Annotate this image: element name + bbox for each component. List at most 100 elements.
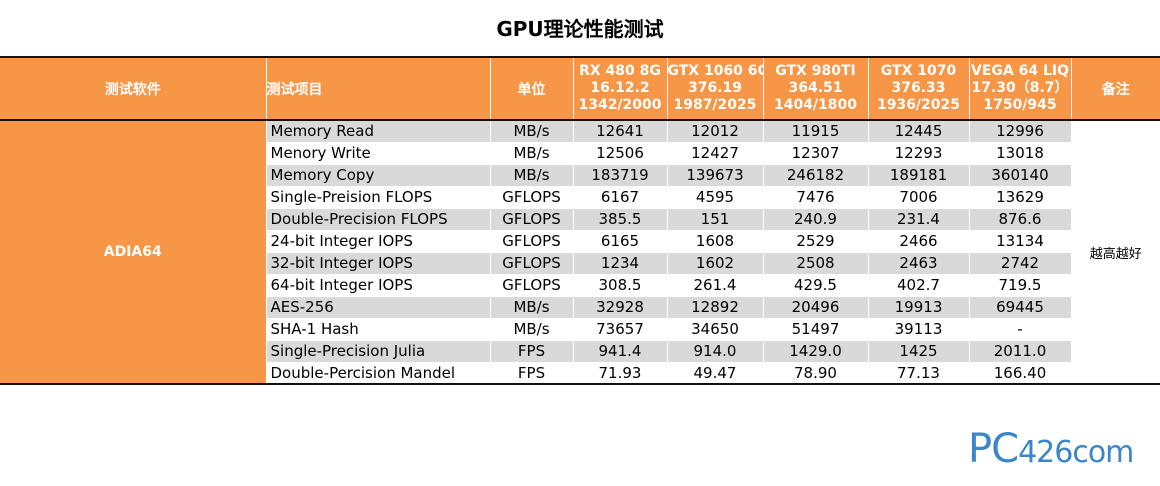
logo-suffix: com [1072,435,1134,470]
value-cell: 12445 [867,120,969,143]
value-cell: 240.9 [762,208,868,231]
test-item-cell: Double-Percision Mandel [265,362,490,385]
header-software: 测试软件 [0,58,266,120]
value-cell: 2529 [762,230,868,253]
header-gpu-gtx1070: GTX 1070 376.33 1936/2025 [867,58,969,120]
unit-cell: FPS [489,340,573,363]
logo-letter-c: C [991,426,1019,472]
value-cell: 49.47 [666,362,763,385]
value-cell: 1234 [572,252,667,275]
value-cell: 6167 [572,186,667,209]
table-row: Single-Preision FLOPS GFLOPS 6167 4595 7476 7… [0,186,1160,209]
gpu-name: GTX 980TI [775,63,856,79]
gpu-name: GTX 1060 6G [667,63,763,79]
test-item-cell: Memory Read [265,120,490,143]
test-item-cell: Memory Copy [265,164,490,187]
value-cell: 1602 [666,252,763,275]
value-cell: 2466 [867,230,969,253]
value-cell: 13134 [968,230,1071,253]
table-row: SHA-1 Hash MB/s 73657 34650 51497 39113- [0,318,1160,341]
value-cell: 151 [666,208,763,231]
header-note: 备注 [1070,58,1160,120]
gpu-clock: 1936/2025 [876,97,961,113]
table-row: 24-bit Integer IOPS GFLOPS 6165 1608 2529 246… [0,230,1160,253]
value-cell: 12996 [968,120,1071,143]
value-cell: 77.13 [867,362,969,385]
gpu-clock: 1750/945 [983,97,1057,113]
value-cell: 11915 [762,120,868,143]
header-gpu-vega64: VEGA 64 LIQ 17.30（8.7） 1750/945 [968,58,1071,120]
value-cell: 183719 [572,164,667,187]
value-cell: 12641 [572,120,667,143]
value-cell: 13629 [968,186,1071,209]
value-cell: 1608 [666,230,763,253]
value-cell: 719.5 [968,274,1071,297]
value-cell: 385.5 [572,208,667,231]
value-cell: 914.0 [666,340,763,363]
value-cell: 73657 [572,318,667,341]
unit-cell: GFLOPS [489,274,573,297]
header-gpu-gtx1060: GTX 1060 6G 376.19 1987/2025 [666,58,763,120]
value-cell: 139673 [666,164,763,187]
test-item-cell: SHA-1 Hash [265,318,490,341]
value-cell: 34650 [666,318,763,341]
test-item-cell: 32-bit Integer IOPS [265,252,490,275]
value-cell: 2742 [968,252,1071,275]
unit-cell: MB/s [489,120,573,143]
value-cell: 876.6 [968,208,1071,231]
value-cell: 12427 [666,142,763,165]
value-cell: 78.90 [762,362,868,385]
unit-cell: GFLOPS [489,208,573,231]
gpu-driver: 364.51 [788,80,843,96]
gpu-name: GTX 1070 [880,63,957,79]
value-cell: 39113 [867,318,969,341]
test-item-cell: Double-Precision FLOPS [265,208,490,231]
value-cell: 13018 [968,142,1071,165]
value-cell: 51497 [762,318,868,341]
table-body: ADIA64 Memory Read MB/s 12641 12012 11915 1244… [0,120,1160,385]
gpu-clock: 1987/2025 [673,97,757,113]
test-item-cell: Single-Precision Julia [265,340,490,363]
value-cell: 12892 [666,296,763,319]
gpu-driver: 376.33 [891,80,946,96]
header-item: 测试项目 [265,58,490,120]
value-cell: 20496 [762,296,868,319]
page-title: GPU理论性能测试 [0,0,1160,58]
test-item-cell: AES-256 [265,296,490,319]
test-item-cell: 64-bit Integer IOPS [265,274,490,297]
gpu-clock: 1342/2000 [578,97,662,113]
header-gpu-rx480: RX 480 8G 16.12.2 1342/2000 [572,58,667,120]
value-cell: 7006 [867,186,969,209]
value-cell: 360140 [968,164,1071,187]
test-item-cell: Menory Write [265,142,490,165]
value-cell: 429.5 [762,274,868,297]
value-cell: 2508 [762,252,868,275]
value-cell: 32928 [572,296,667,319]
value-cell: 246182 [762,164,868,187]
value-cell: 71.93 [572,362,667,385]
value-cell: 231.4 [867,208,969,231]
value-cell: 19913 [867,296,969,319]
value-cell: 261.4 [666,274,763,297]
value-cell: 941.4 [572,340,667,363]
value-cell: 12506 [572,142,667,165]
unit-cell: FPS [489,362,573,385]
value-cell: 1425 [867,340,969,363]
unit-cell: MB/s [489,164,573,187]
unit-cell: GFLOPS [489,186,573,209]
value-cell: - [968,318,1071,341]
value-cell: 12293 [867,142,969,165]
unit-cell: GFLOPS [489,252,573,275]
value-cell: 308.5 [572,274,667,297]
gpu-driver: 376.19 [687,80,743,96]
header-unit: 单位 [489,58,573,120]
logo-digits: 426 [1018,435,1073,470]
value-cell: 12012 [666,120,763,143]
table-row: 64-bit Integer IOPS GFLOPS 308.5 261.4 429.5… [0,274,1160,297]
value-cell: 166.40 [968,362,1071,385]
table-row: Menory Write MB/s 12506 12427 12307 12293 1301… [0,142,1160,165]
gpu-name: RX 480 8G [579,63,661,79]
gpu-name: VEGA 64 LIQ [971,63,1069,79]
pc426-logo: PC426com [968,426,1134,474]
value-cell: 402.7 [867,274,969,297]
